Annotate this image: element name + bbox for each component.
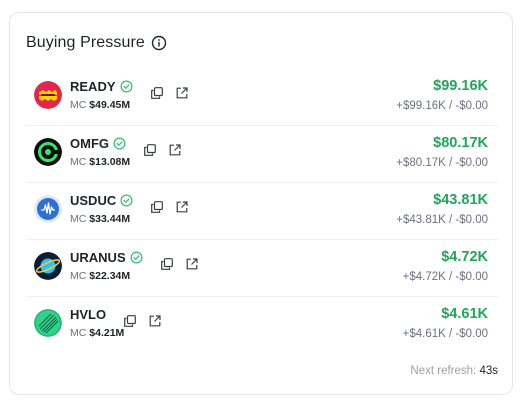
- buy-amount: $43.81K: [433, 192, 488, 208]
- buying-pressure-card: Buying Pressure READY: [9, 12, 513, 395]
- refresh-label: Next refresh:: [410, 365, 477, 377]
- token-row[interactable]: URANUS MC $22.34M $4.7: [26, 240, 498, 297]
- token-flow: $43.81K +$43.81K / -$0.00: [396, 192, 488, 226]
- token-info: URANUS MC $22.34M: [70, 249, 198, 282]
- refresh-timer: Next refresh: 43s: [410, 365, 498, 377]
- copy-address-icon[interactable]: [150, 86, 163, 99]
- token-info: HVLO MC $4.21M: [70, 306, 161, 339]
- token-flow: $80.17K +$80.17K / -$0.00: [396, 135, 488, 169]
- market-cap-value: $13.08M: [89, 156, 131, 168]
- buy-amount: $80.17K: [433, 135, 488, 151]
- market-cap: MC $33.44M: [70, 213, 131, 225]
- market-cap-value: $49.45M: [89, 99, 131, 111]
- buy-amount: $99.16K: [433, 78, 488, 94]
- token-flow: $4.61K +$4.61K / -$0.00: [403, 306, 488, 340]
- token-row[interactable]: USDUC MC $33.44M $43.8: [26, 183, 498, 240]
- external-link-icon[interactable]: [176, 200, 188, 213]
- buy-amount: $4.61K: [441, 306, 488, 322]
- market-cap-value: $22.34M: [89, 270, 131, 282]
- verified-check-icon: [120, 80, 133, 93]
- omfg-token-logo: [34, 138, 62, 166]
- card-title: Buying Pressure: [26, 34, 145, 51]
- external-link-icon[interactable]: [176, 86, 188, 99]
- verified-check-icon: [120, 194, 133, 207]
- token-name[interactable]: OMFG: [70, 135, 109, 151]
- copy-address-icon[interactable]: [124, 314, 137, 327]
- hvlo-token-logo: [34, 309, 62, 337]
- external-link-icon[interactable]: [186, 257, 198, 270]
- token-name[interactable]: READY: [70, 78, 116, 94]
- refresh-countdown: 43s: [479, 365, 498, 377]
- copy-address-icon[interactable]: [144, 143, 156, 156]
- token-flow: $4.72K +$4.72K / -$0.00: [403, 249, 488, 283]
- token-info: READY MC $49.45M: [70, 78, 188, 111]
- token-info: OMFG MC $13.08M: [70, 135, 181, 168]
- buy-sell-delta: +$4.61K / -$0.00: [402, 328, 488, 340]
- token-row[interactable]: HVLO MC $4.21M $4.61K +$4.61K / -$0.00: [26, 297, 498, 354]
- copy-address-icon[interactable]: [151, 200, 164, 213]
- market-cap: MC $22.34M: [70, 270, 131, 282]
- buy-sell-delta: +$80.17K / -$0.00: [396, 157, 488, 169]
- token-info: USDUC MC $33.44M: [70, 192, 188, 225]
- external-link-icon[interactable]: [169, 143, 181, 156]
- copy-address-icon[interactable]: [160, 257, 173, 270]
- token-flow: $99.16K +$99.16K / -$0.00: [396, 78, 488, 112]
- buy-sell-delta: +$43.81K / -$0.00: [396, 214, 488, 226]
- card-header: Buying Pressure: [26, 34, 167, 52]
- market-cap-value: $4.21M: [89, 327, 125, 339]
- verified-check-icon: [113, 137, 126, 150]
- buy-sell-delta: +$99.16K / -$0.00: [396, 100, 488, 112]
- market-cap: MC $4.21M: [70, 327, 125, 339]
- market-cap: MC $13.08M: [70, 156, 131, 168]
- buy-sell-delta: +$4.72K / -$0.00: [402, 271, 488, 283]
- token-row[interactable]: READY MC $49.45M $99.1: [26, 69, 498, 126]
- token-name[interactable]: USDUC: [70, 192, 117, 208]
- uranus-token-logo: [34, 252, 62, 280]
- ready-token-logo: [34, 81, 62, 109]
- usduc-token-logo: [34, 195, 62, 223]
- external-link-icon[interactable]: [149, 314, 161, 327]
- token-name[interactable]: URANUS: [70, 249, 126, 265]
- token-name[interactable]: HVLO: [70, 306, 107, 322]
- verified-check-icon: [130, 251, 143, 264]
- token-list: READY MC $49.45M $99.1: [26, 69, 498, 354]
- info-circle-icon[interactable]: [151, 35, 167, 51]
- token-row[interactable]: OMFG MC $13.08M $80.17: [26, 126, 498, 183]
- market-cap-value: $33.44M: [89, 213, 131, 225]
- market-cap: MC $49.45M: [70, 99, 131, 111]
- buy-amount: $4.72K: [441, 249, 488, 265]
